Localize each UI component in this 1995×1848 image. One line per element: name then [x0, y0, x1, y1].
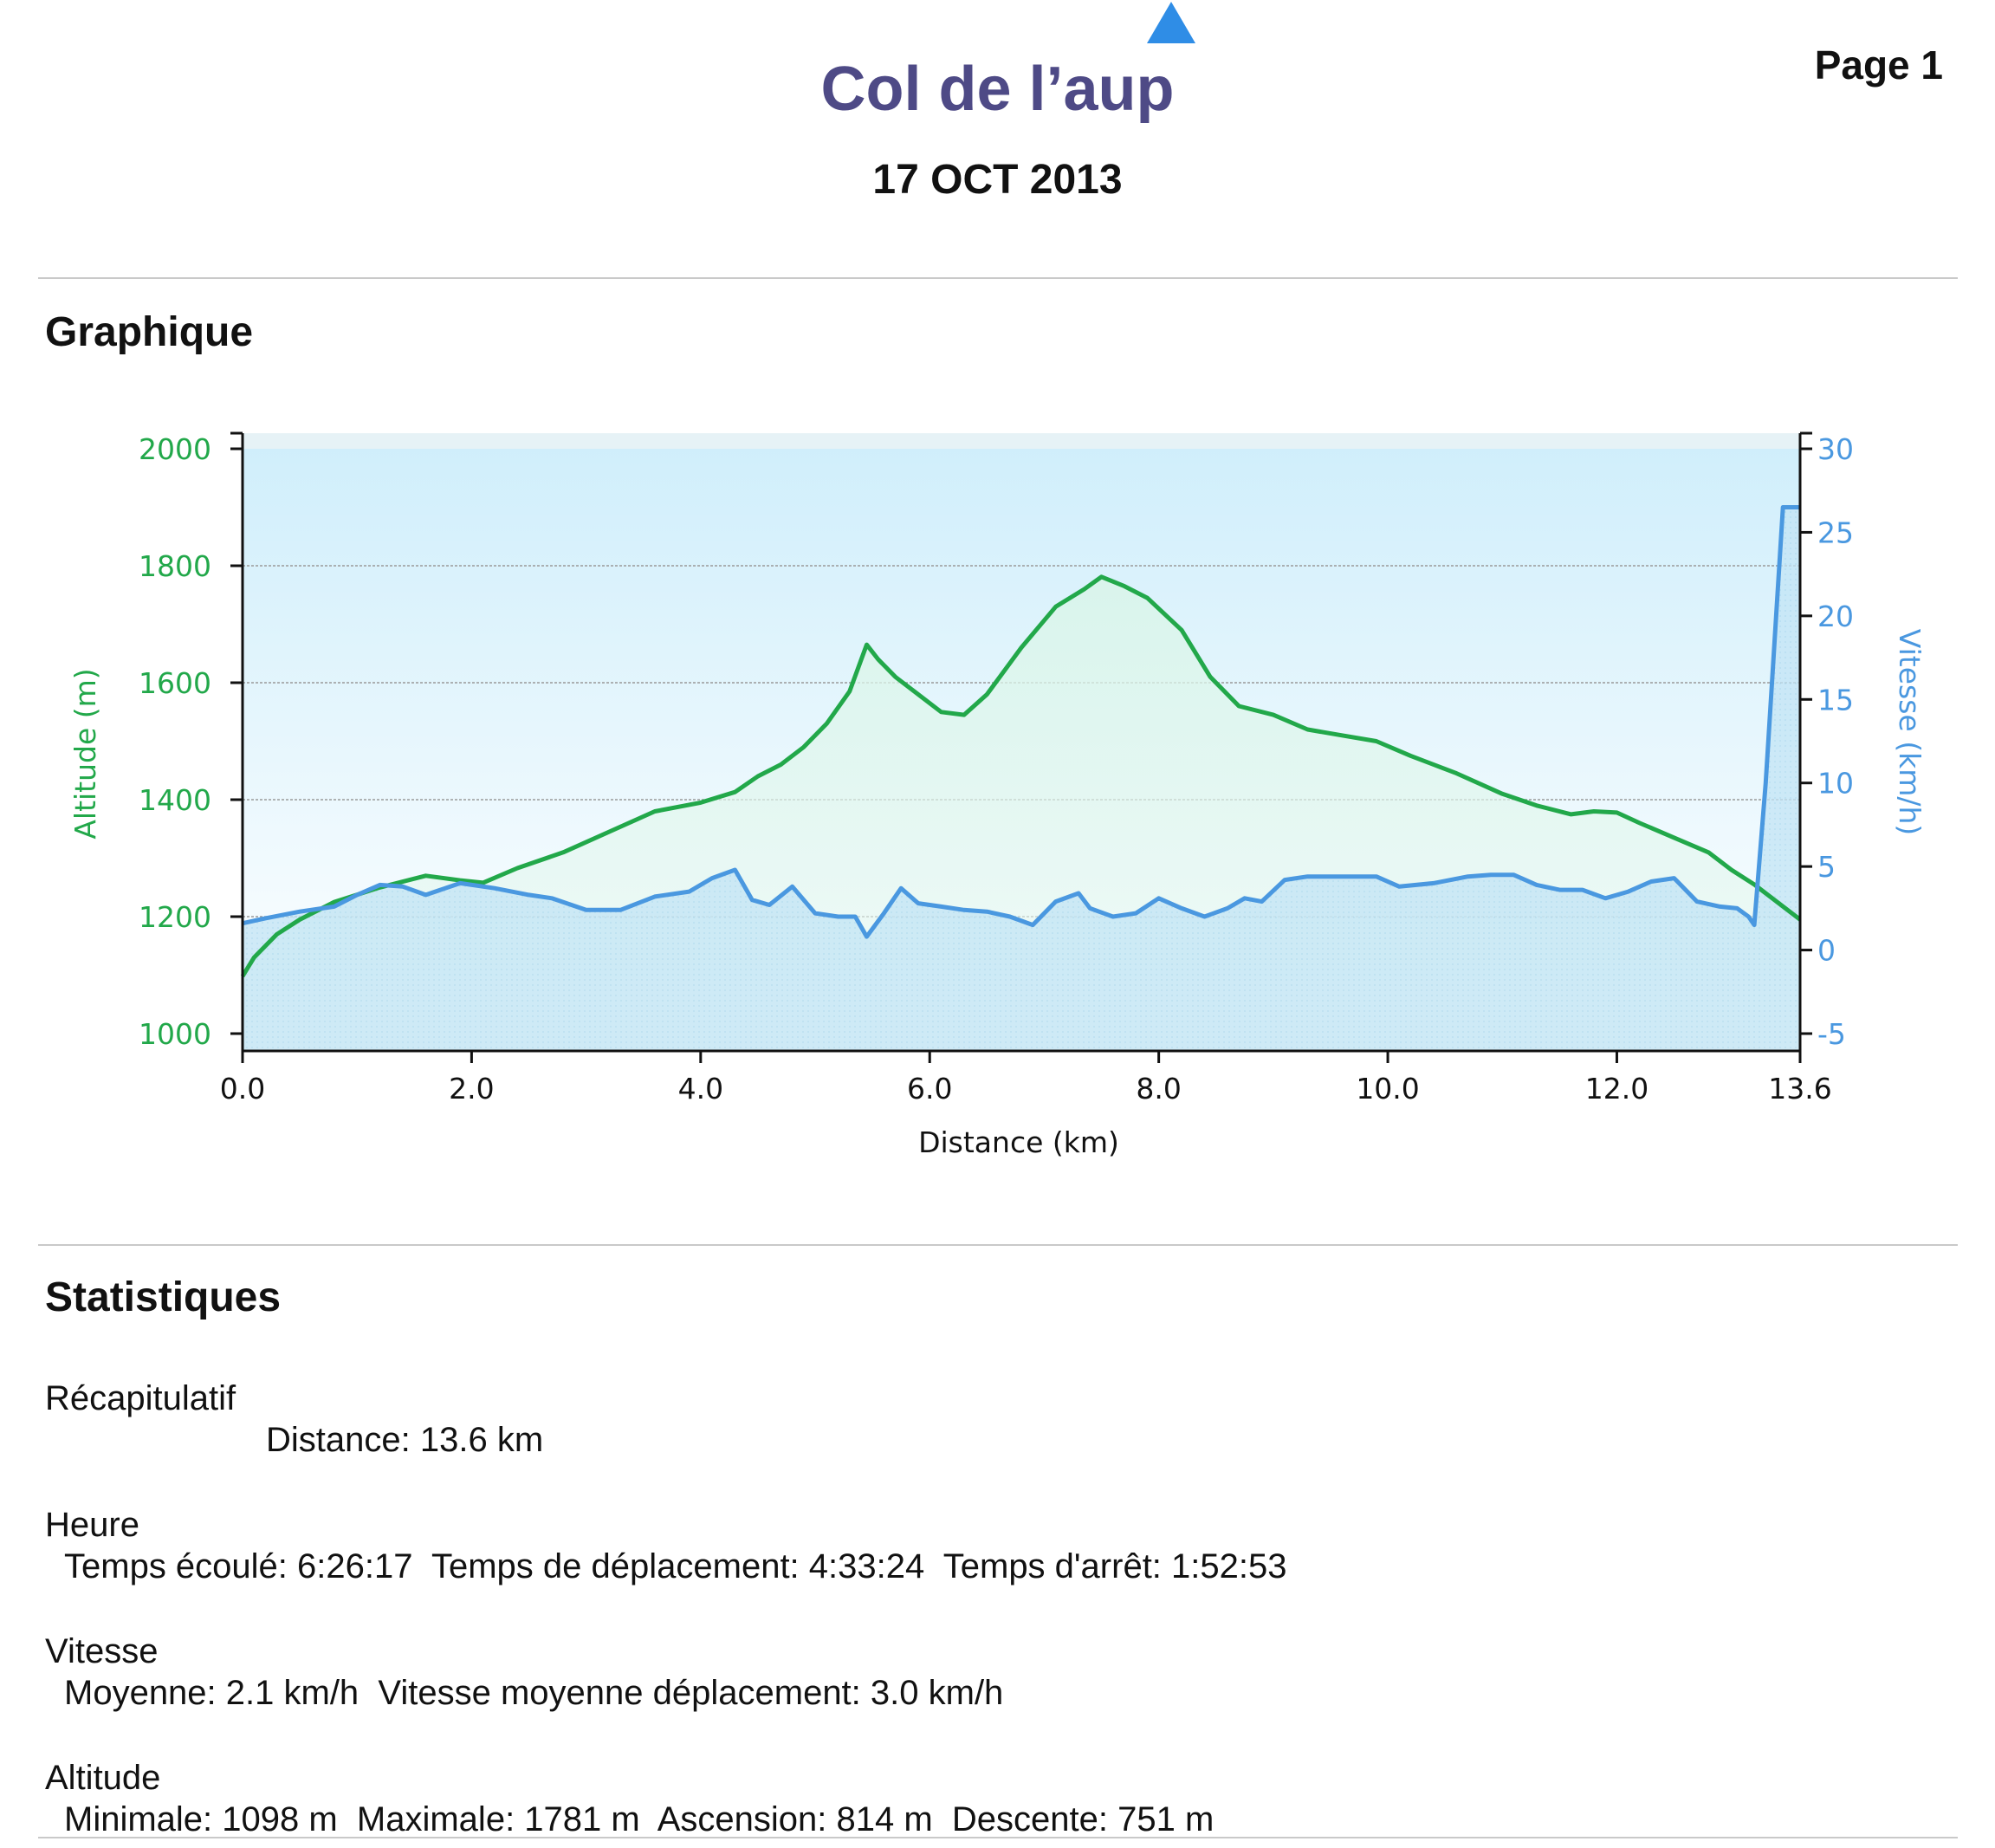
y-left-tick-label: 1600: [139, 666, 211, 700]
speed-area: [243, 507, 1800, 1051]
stats-time-value: Temps écoulé: 6:26:17 Temps de déplaceme…: [64, 1547, 1287, 1585]
y-left-tick-label: 1800: [139, 549, 211, 583]
stats-summary-label: Récapitulatif: [45, 1379, 236, 1417]
page-title: Col de l’aup: [820, 55, 1175, 124]
divider: [38, 1244, 1958, 1246]
x-axis-label: Distance (km): [918, 1125, 1119, 1159]
divider: [38, 277, 1958, 279]
tick-labels: 1000 1200 1400 1600 1800 2000 -5 0 5 10 15 20 25 30 0.…: [139, 432, 1854, 1106]
x-tick-label: 8.0: [1136, 1072, 1181, 1106]
x-tick-label: 6.0: [907, 1072, 952, 1106]
speed-fill: [243, 507, 1800, 1051]
y-right-tick-label: 15: [1817, 683, 1854, 717]
stats-time-label: Heure: [45, 1506, 139, 1544]
axis-labels: Distance (km) Altitude (m) Vitesse (km/h): [68, 629, 1927, 1159]
stats-speed-value: Moyenne: 2.1 km/h Vitesse moyenne déplac…: [64, 1674, 1004, 1712]
stats-altitude: Altitude Minimale: 1098 m Maximale: 1781…: [45, 1757, 1214, 1840]
page-number: Page 1: [1814, 42, 1943, 88]
x-tick-label: 13.6: [1768, 1072, 1831, 1106]
y-right-tick-label: -5: [1817, 1017, 1846, 1051]
triangle-up-icon: [1147, 2, 1195, 43]
x-tick-label: 10.0: [1356, 1072, 1419, 1106]
y-right-tick-label: 5: [1817, 850, 1836, 884]
x-tick-label: 2.0: [449, 1072, 494, 1106]
x-tick-label: 12.0: [1585, 1072, 1648, 1106]
stats-altitude-value: Minimale: 1098 m Maximale: 1781 m Ascens…: [64, 1800, 1214, 1838]
chart-section-title: Graphique: [45, 309, 254, 355]
y-right-tick-label: 0: [1817, 934, 1836, 968]
y-right-tick-label: 10: [1817, 767, 1854, 801]
x-tick-label: 4.0: [678, 1072, 723, 1106]
y-left-tick-label: 1400: [139, 783, 211, 817]
y-left-tick-label: 1200: [139, 900, 211, 934]
stats-altitude-label: Altitude: [45, 1759, 161, 1797]
stats-speed: Vitesse Moyenne: 2.1 km/h Vitesse moyenn…: [45, 1631, 1003, 1714]
elevation-speed-chart: 1000 1200 1400 1600 1800 2000 -5 0 5 10 15 20 25 30 0.…: [68, 431, 1927, 1159]
y-left-tick-label: 2000: [139, 432, 211, 466]
y-left-axis-label: Altitude (m): [68, 668, 102, 839]
speed-line: [242, 505, 1800, 939]
y-right-axis-label: Vitesse (km/h): [1893, 629, 1927, 835]
stats-time: Heure Temps écoulé: 6:26:17 Temps de dép…: [45, 1504, 1286, 1587]
y-right-tick-label: 30: [1817, 432, 1854, 466]
stats-summary-value: Distance: 13.6 km: [266, 1421, 544, 1459]
stats-section-title: Statistiques: [45, 1274, 282, 1320]
plot-top-band: [243, 433, 1800, 449]
x-tick-label: 0.0: [220, 1072, 265, 1106]
date-label: 17 OCT 2013: [872, 157, 1123, 203]
y-left-tick-label: 1000: [139, 1017, 211, 1051]
axes: [230, 431, 1812, 1063]
divider: [38, 1837, 1958, 1838]
series-lines: [240, 505, 1802, 978]
altitude-line: [240, 574, 1802, 978]
stats-summary: Récapitulatif Distance: 13.6 km: [45, 1378, 543, 1461]
y-right-tick-label: 20: [1817, 600, 1854, 633]
stats-speed-label: Vitesse: [45, 1632, 159, 1670]
y-right-tick-label: 25: [1817, 515, 1854, 549]
